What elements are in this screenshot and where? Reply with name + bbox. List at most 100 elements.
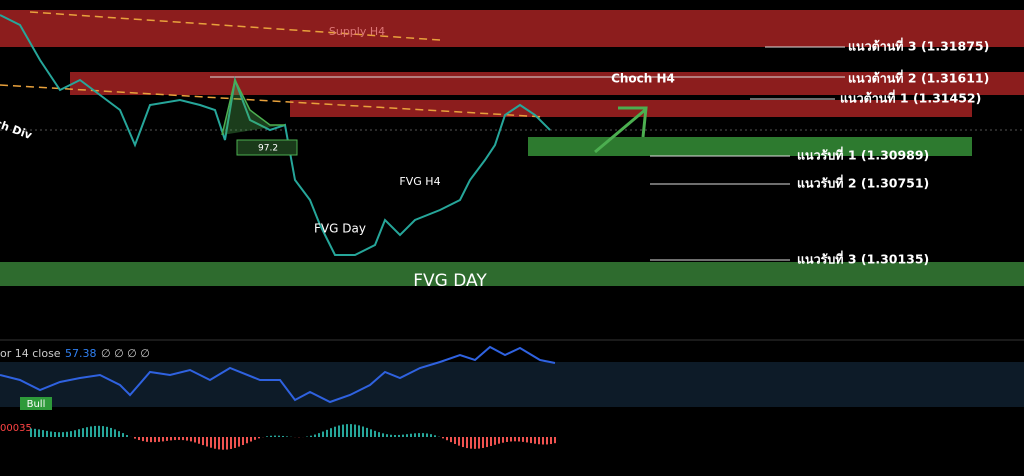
histogram-bar xyxy=(538,437,540,445)
histogram-bar xyxy=(410,433,412,437)
histogram-bar xyxy=(226,437,228,450)
histogram-bar xyxy=(554,437,556,444)
histogram-bar xyxy=(258,437,260,439)
histogram-bar xyxy=(274,435,276,437)
histogram-bar xyxy=(170,437,172,441)
histogram-bar xyxy=(186,437,188,441)
histogram-bar xyxy=(366,427,368,437)
histogram-bar xyxy=(266,436,268,437)
histogram-bar xyxy=(126,435,128,437)
histogram-bar xyxy=(514,437,516,442)
histogram-bar xyxy=(102,426,104,437)
histogram-bar xyxy=(70,431,72,437)
indicator-extra: ∅ ∅ ∅ ∅ xyxy=(101,347,150,360)
histogram-bar xyxy=(122,433,124,437)
histogram-bar xyxy=(450,437,452,443)
histogram-bar xyxy=(418,433,420,437)
histogram-bar xyxy=(238,437,240,447)
histogram-bar xyxy=(314,434,316,437)
histogram-bar xyxy=(118,431,120,437)
histogram-bar xyxy=(58,432,60,437)
histogram-bar xyxy=(150,437,152,443)
histogram-bar xyxy=(518,437,520,442)
histogram-bar xyxy=(218,437,220,450)
histogram-bar xyxy=(330,428,332,437)
signal-box xyxy=(20,397,52,410)
histogram-bar xyxy=(202,437,204,446)
histogram-bar xyxy=(542,437,544,445)
histogram-bar xyxy=(282,435,284,437)
histogram-bar xyxy=(90,426,92,437)
fvg-day-label: FVG DAY xyxy=(413,271,487,291)
fvg-day-small-label: FVG Day xyxy=(314,222,366,236)
histogram-bar xyxy=(158,437,160,442)
histogram-bar xyxy=(522,437,524,442)
histogram-bar xyxy=(174,437,176,441)
histogram-bar xyxy=(534,437,536,444)
histogram-bar xyxy=(474,437,476,449)
histogram-bar xyxy=(42,430,44,437)
histogram-bar xyxy=(178,437,180,440)
histogram-bar xyxy=(370,429,372,437)
histogram-bar xyxy=(346,424,348,437)
histogram-bar xyxy=(98,425,100,437)
histogram-bar xyxy=(326,429,328,437)
pattern-box xyxy=(236,139,298,156)
histogram-bar xyxy=(434,435,436,437)
histogram-bar xyxy=(166,437,168,441)
histogram-bar xyxy=(414,433,416,437)
histogram-bar xyxy=(114,429,116,437)
histogram-bar xyxy=(206,437,208,447)
osc-label: 00035 xyxy=(0,423,32,434)
histogram-bar xyxy=(550,437,552,445)
histogram-bar xyxy=(310,435,312,437)
indicator-value: 57.38 xyxy=(65,347,97,360)
histogram-bar xyxy=(442,437,444,439)
histogram-bar xyxy=(146,437,148,442)
histogram-bar xyxy=(362,426,364,437)
histogram-bar xyxy=(466,437,468,449)
histogram-bar xyxy=(254,437,256,440)
histogram-bar xyxy=(510,437,512,442)
histogram-bar xyxy=(82,428,84,437)
histogram-bar xyxy=(318,433,320,437)
histogram-bar xyxy=(154,437,156,443)
histogram-bar xyxy=(134,437,136,439)
histogram-bar xyxy=(106,426,108,437)
histogram-bar xyxy=(502,437,504,443)
histogram xyxy=(30,424,556,450)
histogram-bar xyxy=(138,437,140,441)
choch-label: Choch H4 xyxy=(611,72,675,86)
histogram-bar xyxy=(490,437,492,446)
histogram-bar xyxy=(422,433,424,437)
histogram-bar xyxy=(74,430,76,437)
histogram-bar xyxy=(342,424,344,437)
arrow-head xyxy=(618,106,648,138)
indicator-band xyxy=(0,362,1024,407)
signal-label: Bull xyxy=(27,399,46,410)
histogram-bar xyxy=(530,437,532,444)
histogram-bar xyxy=(394,434,396,437)
histogram-bar xyxy=(390,434,392,437)
level-label: แนวรับที่ 2 (1.30751) xyxy=(797,175,929,191)
histogram-bar xyxy=(270,435,272,437)
level-label: แนวต้านที่ 1 (1.31452) xyxy=(840,90,981,106)
histogram-bar xyxy=(190,437,192,442)
pattern xyxy=(221,77,285,136)
histogram-bar xyxy=(182,437,184,441)
level-label: แนวต้านที่ 2 (1.31611) xyxy=(848,70,989,86)
histogram-bar xyxy=(486,437,488,448)
histogram-bar xyxy=(246,437,248,444)
histogram-bar xyxy=(210,437,212,448)
histogram-bar xyxy=(482,437,484,448)
fvg-h4-label: FVG H4 xyxy=(399,175,440,188)
histogram-bar xyxy=(402,434,404,437)
histogram-bar xyxy=(470,437,472,449)
histogram-bar xyxy=(546,437,548,445)
histogram-bar xyxy=(454,437,456,444)
supply-zone xyxy=(0,10,1024,47)
histogram-bar xyxy=(198,437,200,444)
supply-label: Supply H4 xyxy=(329,25,385,38)
histogram-bar xyxy=(398,434,400,437)
histogram-bar xyxy=(250,437,252,442)
